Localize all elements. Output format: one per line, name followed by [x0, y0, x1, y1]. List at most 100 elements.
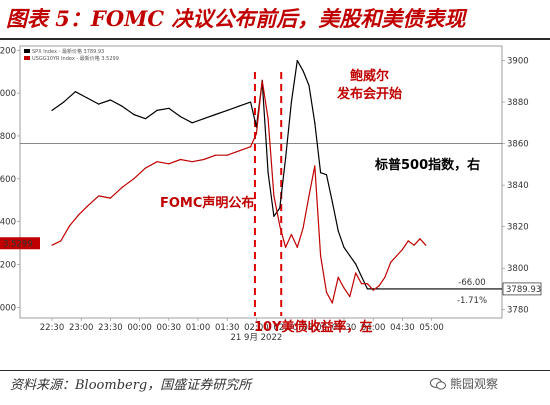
- spx-point: [355, 263, 357, 265]
- spx-point: [156, 109, 158, 111]
- x-tick-label: 02:00: [244, 323, 269, 333]
- y-left-tick-label: 3.5200: [0, 260, 16, 270]
- spx-point: [267, 172, 269, 174]
- watermark-text: 熊园观察: [450, 377, 499, 391]
- y10-point: [156, 161, 158, 163]
- spx-point: [366, 288, 368, 290]
- chart: 3.6200 3.6000 3.5800 3.5600 3.5400 3.5200 3.50…: [0, 45, 542, 343]
- y-left-tick-label: 3.5600: [0, 175, 16, 185]
- y10-point: [302, 227, 304, 229]
- x-tick-label: 01:30: [215, 323, 240, 333]
- spx-point: [238, 105, 240, 107]
- y10-point: [343, 287, 345, 289]
- figure-title: 图表 5：FOMC 决议公布前后，美股和美债表现: [6, 6, 466, 31]
- spx-point: [51, 109, 53, 111]
- y10-point: [372, 289, 374, 291]
- spx-point: [349, 255, 351, 257]
- spx-point: [191, 122, 193, 124]
- y10-point: [366, 283, 368, 285]
- spx-point: [179, 115, 182, 118]
- watermark: 熊园观察: [430, 375, 498, 392]
- spx-point: [378, 288, 380, 290]
- y10-point: [296, 246, 298, 248]
- y10-point: [273, 195, 275, 197]
- x-tick-label: 04:00: [361, 323, 386, 333]
- x-tick-label: 05:00: [419, 323, 444, 333]
- source-note: 资料来源：Bloomberg，国盛证券研究所: [10, 378, 252, 393]
- spx-point: [214, 113, 217, 116]
- y10-last-label: 3.5299: [3, 239, 33, 249]
- y10-point: [191, 161, 193, 163]
- y10-point: [238, 150, 240, 152]
- spx-point: [331, 201, 333, 203]
- y10-point: [86, 206, 88, 208]
- annotation-powell-1: 鲍威尔: [350, 68, 389, 84]
- y10-point: [407, 240, 409, 242]
- spx-point: [255, 126, 257, 128]
- spx-point: [296, 59, 298, 62]
- x-tick-label: 23:00: [69, 323, 94, 333]
- spx-point: [133, 113, 135, 116]
- x-tick-label: 22:30: [40, 323, 65, 333]
- annotation-spx: 标普500指数，右: [374, 157, 480, 173]
- legend-label: SPX Index - 最新价格 3789.93: [32, 48, 104, 55]
- spx-point: [360, 275, 363, 278]
- spx-last-box: [502, 282, 542, 296]
- spx-point: [273, 215, 275, 217]
- spx-point: [290, 101, 293, 103]
- y10-point: [144, 167, 147, 169]
- y10-point: [179, 158, 182, 161]
- legend-swatch: [24, 56, 30, 60]
- x-tick-label: 00:00: [127, 323, 152, 333]
- y10-point: [331, 302, 333, 304]
- spx-point: [98, 103, 100, 105]
- y-left-tick-label: 3.5400: [0, 218, 16, 228]
- annotation-y10: 10Y美债收益率，左: [254, 319, 373, 335]
- spx-point: [337, 230, 339, 232]
- y10-point: [325, 291, 328, 293]
- spx-point: [203, 118, 205, 120]
- annotation-powell-2: 发布会开始: [336, 86, 402, 102]
- spx-point: [314, 122, 316, 124]
- spx-point: [63, 101, 65, 103]
- y-right-tick-label: 3900: [507, 57, 529, 67]
- y10-point: [395, 255, 398, 257]
- y10-point: [360, 283, 363, 285]
- y10-point: [261, 79, 263, 81]
- y10-point: [226, 154, 228, 156]
- spx-point: [86, 97, 88, 99]
- y10-point: [337, 276, 339, 278]
- x-tick-label: 03:00: [303, 323, 328, 333]
- y10-point: [133, 178, 135, 180]
- y10-point: [349, 295, 351, 298]
- y-right-tick-label: 3780: [507, 306, 529, 316]
- y10-point: [214, 154, 217, 156]
- spx-point: [261, 80, 263, 82]
- spx-point: [308, 84, 310, 87]
- y10-point: [314, 165, 316, 167]
- y10-point: [121, 186, 123, 188]
- spx-point: [249, 101, 252, 103]
- y10-point: [413, 244, 415, 246]
- annotation-fomc: FOMC声明公布: [160, 195, 254, 211]
- y10-point: [401, 248, 403, 251]
- spx-point: [285, 157, 287, 159]
- y10-point: [255, 133, 257, 135]
- spx-point: [325, 174, 328, 176]
- y10-point: [320, 255, 322, 257]
- y10-point: [419, 238, 421, 240]
- y10-point: [290, 233, 293, 236]
- y10-point: [378, 285, 380, 287]
- spx-point: [109, 99, 111, 101]
- spx-point: [121, 105, 123, 107]
- y10-point: [425, 244, 427, 246]
- y-left-tick-label: 3.6000: [0, 89, 16, 99]
- y10-point: [109, 197, 111, 199]
- y10-point: [308, 195, 310, 197]
- x-tick-label: 02:30: [273, 323, 298, 333]
- y10-last-box: [0, 237, 40, 250]
- spx-point: [343, 246, 345, 249]
- legend-swatch: [24, 49, 30, 53]
- y10-point: [51, 244, 53, 246]
- spx-line: [51, 59, 379, 290]
